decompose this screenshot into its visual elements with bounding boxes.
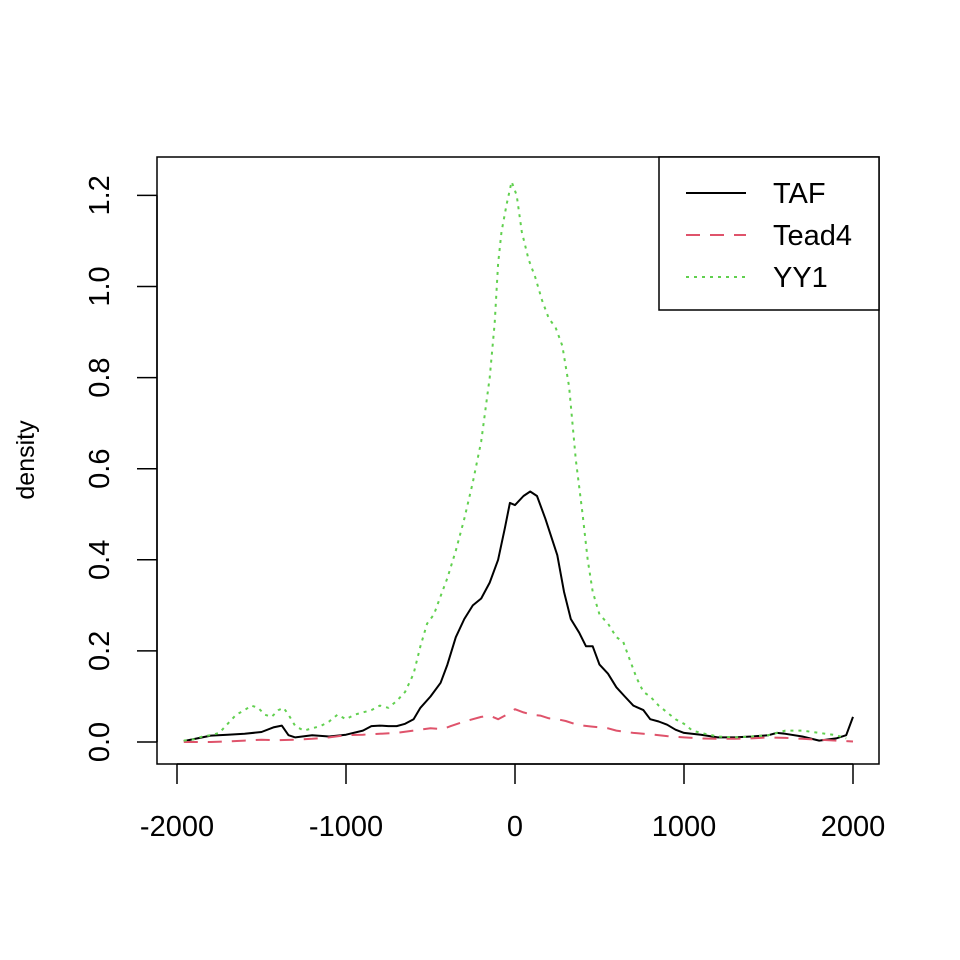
- y-tick-label: 0.0: [84, 722, 116, 762]
- legend: TAF Tead4 YY1: [658, 156, 880, 311]
- series-line-taf: [183, 490, 854, 743]
- y-tick-label: 0.2: [84, 631, 116, 671]
- series-line-tead4: [183, 708, 854, 743]
- x-axis: -2000 -1000 0 1000 2000: [140, 763, 886, 843]
- y-tick-label: 1.2: [84, 175, 116, 215]
- y-tick-label: 0.6: [84, 449, 116, 489]
- y-tick-label: 0.8: [84, 357, 116, 397]
- legend-label-tead4: Tead4: [773, 220, 852, 252]
- y-tick-label: 1.0: [84, 266, 116, 306]
- legend-label-taf: TAF: [773, 178, 826, 210]
- x-tick-label: 1000: [652, 811, 717, 843]
- x-tick-label: 2000: [821, 811, 886, 843]
- x-tick-label: -2000: [140, 811, 214, 843]
- y-tick-label: 0.4: [84, 540, 116, 580]
- legend-items: TAF Tead4 YY1: [686, 178, 852, 294]
- series-layer: [183, 180, 854, 743]
- legend-box: [658, 156, 880, 311]
- series-line-yy1: [183, 180, 847, 742]
- y-axis-label: density: [12, 420, 40, 500]
- legend-label-yy1: YY1: [773, 262, 828, 294]
- x-tick-label: 0: [507, 811, 523, 843]
- y-axis: 0.0 0.2 0.4 0.6 0.8 1.0 1.2: [84, 175, 158, 762]
- x-tick-label: -1000: [309, 811, 383, 843]
